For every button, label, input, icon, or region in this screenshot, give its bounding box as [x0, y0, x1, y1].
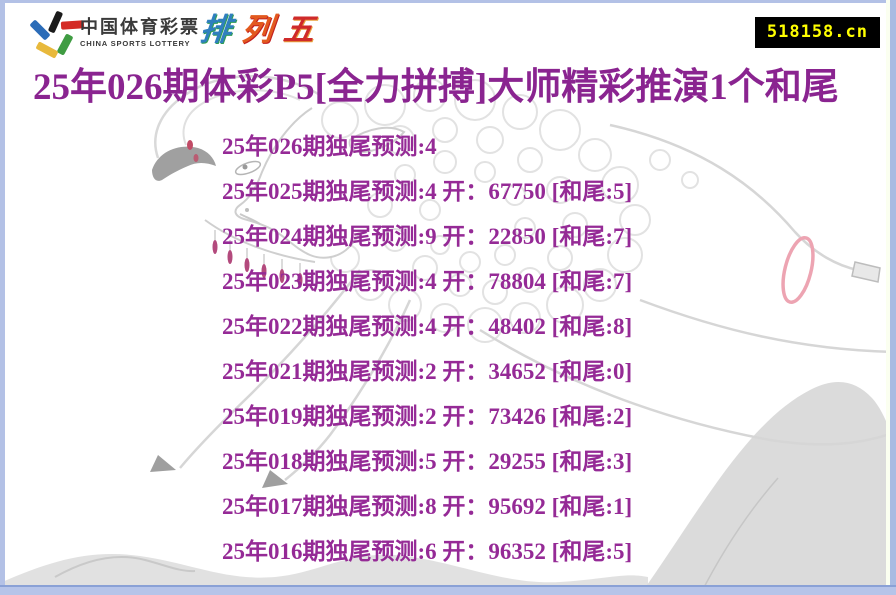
- frame-bottom-border: [0, 585, 896, 595]
- mountain-right: [640, 382, 896, 595]
- ram-hoof: [262, 470, 288, 488]
- prediction-row: 25年023期独尾预测:4 开：78804 [和尾:7]: [222, 269, 633, 294]
- ram-horn-arcs: [154, 75, 321, 159]
- ram-body-lines: [179, 123, 896, 481]
- prediction-row: 25年026期独尾预测:4: [222, 134, 437, 159]
- ram-hoof: [150, 455, 176, 472]
- ram-necklace: [204, 219, 316, 287]
- brand-name-cn: 中国体育彩票: [80, 17, 200, 37]
- ram-rear-hoof: [851, 261, 881, 283]
- page-title: 25年026期体彩P5[全力拼搏]大师精彩推演1个和尾: [33, 67, 839, 108]
- prediction-row: 25年019期独尾预测:2 开：73426 [和尾:2]: [222, 404, 633, 429]
- pink-ring: [781, 236, 815, 304]
- ram-horn-dark: [152, 146, 216, 181]
- prediction-row: 25年022期独尾预测:4 开：48402 [和尾:8]: [222, 314, 633, 339]
- product-char-lie: 列: [239, 12, 276, 47]
- product-name-pailiewu: 排 列 五: [198, 12, 318, 47]
- logo-bar-green: [56, 33, 74, 56]
- ram-ear: [348, 126, 406, 154]
- prediction-row: 25年024期独尾预测:9 开：22850 [和尾:7]: [222, 224, 633, 249]
- site-badge: 518158.cn: [754, 17, 880, 48]
- brand-name-en: CHINA SPORTS LOTTERY: [80, 39, 191, 48]
- prediction-row: 25年017期独尾预测:8 开：95692 [和尾:1]: [222, 494, 633, 519]
- ram-eye: [234, 160, 262, 176]
- product-char-wu: 五: [281, 12, 318, 47]
- brand-block: 中国体育彩票 CHINA SPORTS LOTTERY: [80, 17, 200, 48]
- red-face-mark: [187, 140, 193, 150]
- product-char-pai: 排: [198, 12, 234, 47]
- frame-right-inner-strip: [886, 0, 890, 595]
- china-sports-lottery-logo-icon: [28, 10, 85, 59]
- frame-left-border: [0, 0, 5, 595]
- prediction-row: 25年025期独尾预测:4 开：67750 [和尾:5]: [222, 179, 633, 204]
- predictions-list: 25年026期独尾预测:4 25年025期独尾预测:4 开：67750 [和尾:…: [222, 124, 632, 574]
- frame-top-border: [0, 0, 896, 3]
- frame-right-border: [890, 0, 896, 595]
- prediction-row: 25年018期独尾预测:5 开：29255 [和尾:3]: [222, 449, 633, 474]
- prediction-row: 25年016期独尾预测:6 开：96352 [和尾:5]: [222, 539, 633, 564]
- prediction-row: 25年021期独尾预测:2 开：34652 [和尾:0]: [222, 359, 633, 384]
